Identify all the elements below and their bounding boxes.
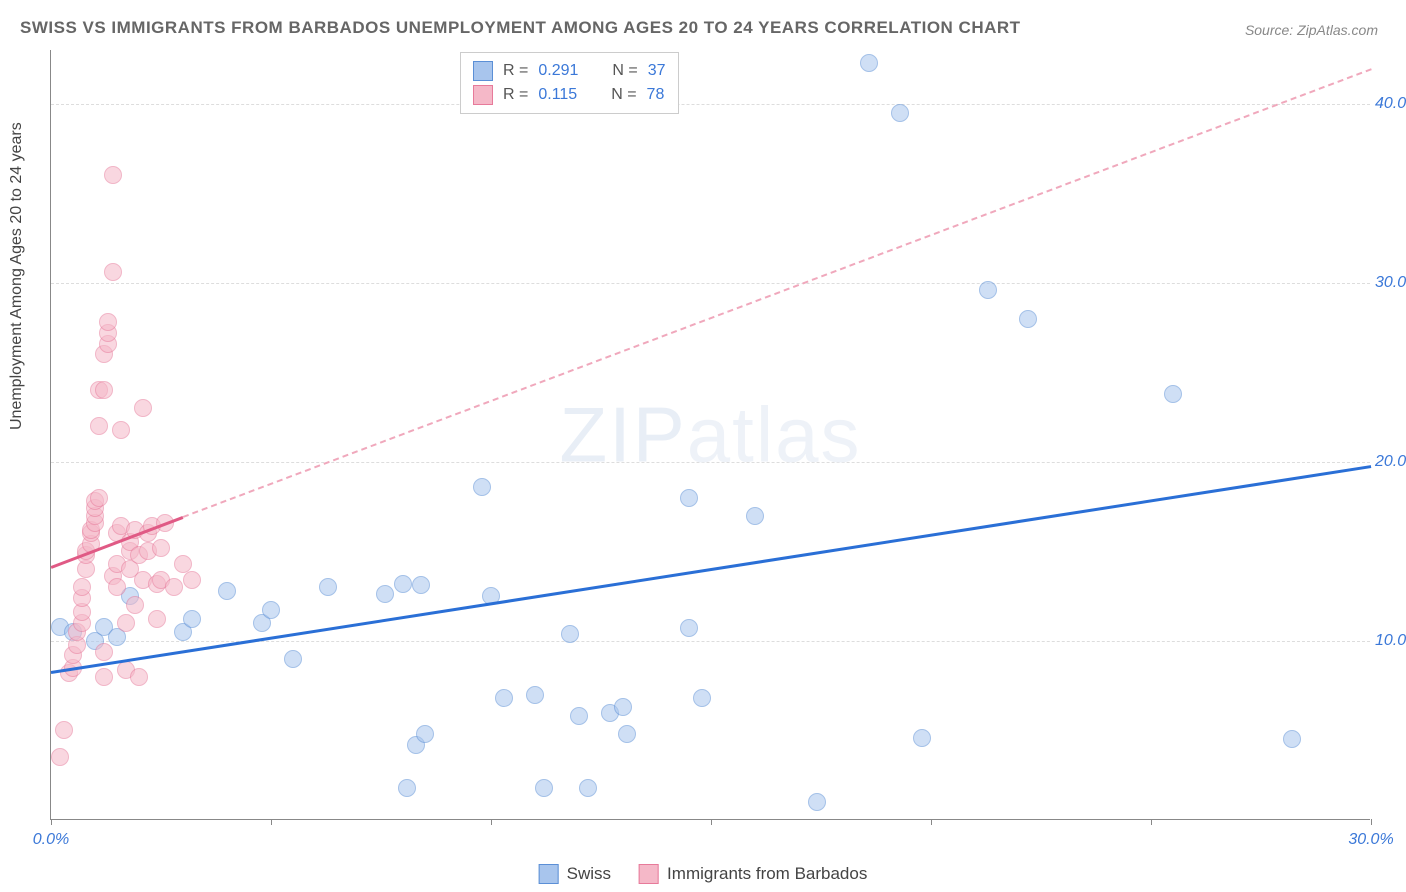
data-point bbox=[561, 625, 579, 643]
r-value: 0.115 bbox=[538, 86, 577, 104]
x-tick-label: 30.0% bbox=[1348, 831, 1393, 849]
data-point bbox=[165, 578, 183, 596]
data-point bbox=[183, 571, 201, 589]
data-point bbox=[134, 399, 152, 417]
data-point bbox=[614, 698, 632, 716]
x-tick-mark bbox=[271, 819, 272, 825]
data-point bbox=[579, 779, 597, 797]
data-point bbox=[495, 689, 513, 707]
data-point bbox=[618, 725, 636, 743]
data-point bbox=[416, 725, 434, 743]
x-tick-mark bbox=[491, 819, 492, 825]
legend-swatch bbox=[473, 85, 493, 105]
data-point bbox=[891, 104, 909, 122]
legend-label: Swiss bbox=[567, 864, 611, 884]
legend-swatch bbox=[539, 864, 559, 884]
watermark: ZIPatlas bbox=[559, 389, 861, 480]
legend-swatch bbox=[473, 61, 493, 81]
data-point bbox=[95, 668, 113, 686]
x-tick-mark bbox=[711, 819, 712, 825]
plot-area: ZIPatlas 10.0%20.0%30.0%40.0%0.0%30.0% bbox=[50, 50, 1370, 820]
x-tick-label: 0.0% bbox=[33, 831, 69, 849]
data-point bbox=[473, 478, 491, 496]
data-point bbox=[99, 313, 117, 331]
data-point bbox=[693, 689, 711, 707]
data-point bbox=[376, 585, 394, 603]
y-tick-label: 40.0% bbox=[1375, 95, 1406, 113]
data-point bbox=[526, 686, 544, 704]
n-value: 78 bbox=[647, 86, 665, 104]
data-point bbox=[73, 578, 91, 596]
data-point bbox=[148, 610, 166, 628]
data-point bbox=[55, 721, 73, 739]
r-label: R = bbox=[503, 86, 528, 104]
x-tick-mark bbox=[931, 819, 932, 825]
y-tick-label: 10.0% bbox=[1375, 632, 1406, 650]
data-point bbox=[680, 619, 698, 637]
legend-row: R = 0.291 N = 37 bbox=[473, 59, 666, 83]
data-point bbox=[90, 417, 108, 435]
data-point bbox=[1283, 730, 1301, 748]
watermark-zip: ZIP bbox=[559, 390, 686, 478]
legend-row: R = 0.115 N = 78 bbox=[473, 83, 666, 107]
data-point bbox=[284, 650, 302, 668]
data-point bbox=[152, 539, 170, 557]
data-point bbox=[319, 578, 337, 596]
data-point bbox=[112, 421, 130, 439]
trendline bbox=[51, 465, 1371, 674]
y-tick-label: 30.0% bbox=[1375, 274, 1406, 292]
data-point bbox=[394, 575, 412, 593]
data-point bbox=[90, 489, 108, 507]
legend-correlation: R = 0.291 N = 37 R = 0.115 N = 78 bbox=[460, 52, 679, 114]
gridline-h bbox=[51, 104, 1370, 105]
data-point bbox=[108, 578, 126, 596]
gridline-h bbox=[51, 283, 1370, 284]
n-label: N = bbox=[611, 86, 636, 104]
y-tick-label: 20.0% bbox=[1375, 453, 1406, 471]
legend-item: Swiss bbox=[539, 864, 611, 884]
data-point bbox=[808, 793, 826, 811]
x-tick-mark bbox=[1151, 819, 1152, 825]
data-point bbox=[126, 596, 144, 614]
n-value: 37 bbox=[648, 62, 666, 80]
legend-item: Immigrants from Barbados bbox=[639, 864, 867, 884]
data-point bbox=[412, 576, 430, 594]
data-point bbox=[218, 582, 236, 600]
legend-label: Immigrants from Barbados bbox=[667, 864, 867, 884]
data-point bbox=[746, 507, 764, 525]
data-point bbox=[535, 779, 553, 797]
watermark-atlas: atlas bbox=[687, 390, 862, 478]
legend-swatch bbox=[639, 864, 659, 884]
data-point bbox=[95, 643, 113, 661]
r-label: R = bbox=[503, 62, 528, 80]
data-point bbox=[860, 54, 878, 72]
data-point bbox=[913, 729, 931, 747]
data-point bbox=[262, 601, 280, 619]
legend-series: Swiss Immigrants from Barbados bbox=[539, 864, 868, 884]
data-point bbox=[95, 381, 113, 399]
chart-title: SWISS VS IMMIGRANTS FROM BARBADOS UNEMPL… bbox=[20, 18, 1021, 38]
data-point bbox=[1019, 310, 1037, 328]
data-point bbox=[117, 614, 135, 632]
data-point bbox=[51, 748, 69, 766]
data-point bbox=[1164, 385, 1182, 403]
data-point bbox=[104, 263, 122, 281]
r-value: 0.291 bbox=[538, 62, 578, 80]
data-point bbox=[130, 668, 148, 686]
data-point bbox=[104, 166, 122, 184]
data-point bbox=[183, 610, 201, 628]
x-tick-mark bbox=[51, 819, 52, 825]
data-point bbox=[398, 779, 416, 797]
x-tick-mark bbox=[1371, 819, 1372, 825]
source-label: Source: ZipAtlas.com bbox=[1245, 22, 1378, 38]
data-point bbox=[979, 281, 997, 299]
data-point bbox=[680, 489, 698, 507]
data-point bbox=[570, 707, 588, 725]
n-label: N = bbox=[612, 62, 637, 80]
y-axis-label: Unemployment Among Ages 20 to 24 years bbox=[8, 122, 26, 430]
